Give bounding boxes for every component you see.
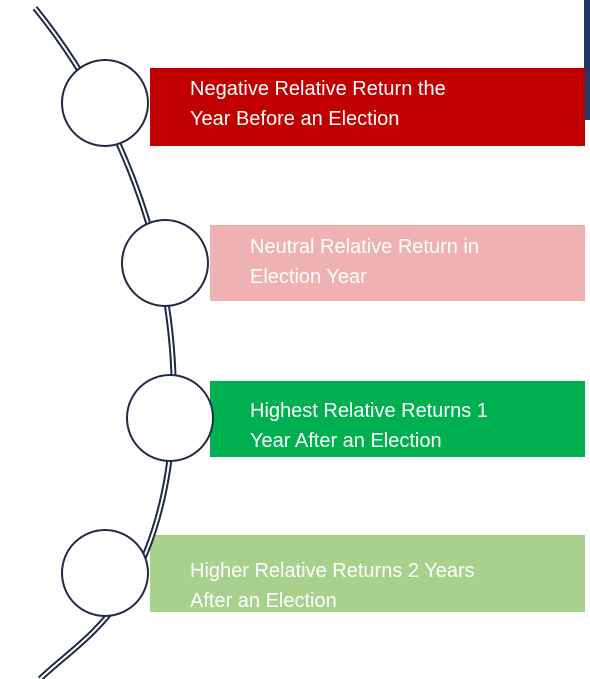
edge-bar [584, 0, 590, 120]
step-box [150, 68, 585, 146]
step-text: Election Year [250, 266, 367, 288]
step-text: After an Election [190, 590, 337, 612]
step-text: Neutral Relative Return in [250, 236, 479, 258]
step-box [150, 535, 585, 612]
step-circle [121, 219, 209, 307]
step-text: Negative Relative Return the [190, 78, 446, 100]
step-text: Year After an Election [250, 430, 442, 452]
step-text: Year Before an Election [190, 108, 399, 130]
step-circle [61, 529, 149, 617]
step-text: Highest Relative Returns 1 [250, 400, 488, 422]
step-box [210, 381, 585, 457]
step-text: Higher Relative Returns 2 Years [190, 560, 475, 582]
step-circle [61, 59, 149, 147]
step-circle [126, 374, 214, 462]
step-box [210, 225, 585, 301]
